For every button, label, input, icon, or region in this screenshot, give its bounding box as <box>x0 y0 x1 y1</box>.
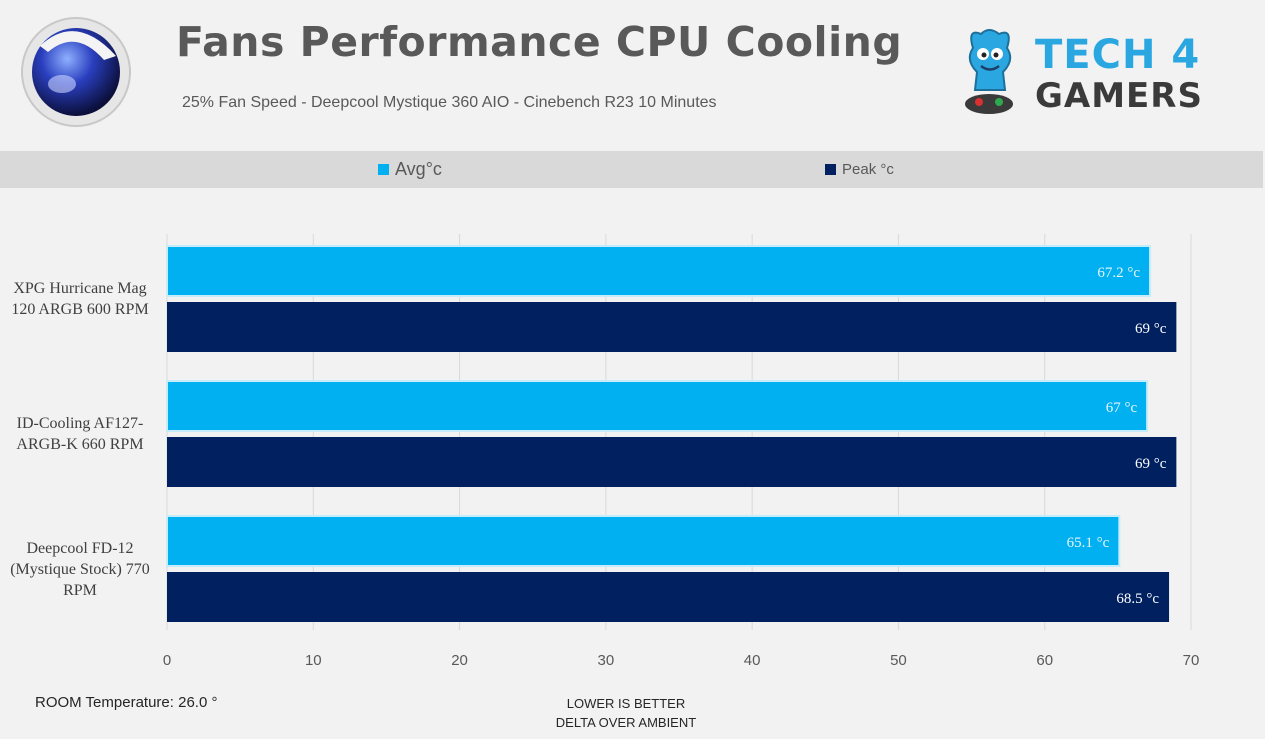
chart-legend: Avg°c Peak °c <box>0 151 1263 188</box>
lower-is-better-note: LOWER IS BETTER <box>566 696 686 711</box>
legend-swatch-avg <box>378 164 389 175</box>
brand-name-line2: GAMERS <box>1035 76 1203 116</box>
x-tick-label: 10 <box>305 652 322 669</box>
tech4gamers-mascot-icon <box>965 29 1013 114</box>
data-label-peak: 68.5 °c <box>1116 591 1159 607</box>
x-tick-label: 0 <box>163 652 171 669</box>
y-category-label: RPM <box>63 581 97 599</box>
chart-subtitle: 25% Fan Speed - Deepcool Mystique 360 AI… <box>182 94 717 111</box>
brand-logo: TECH 4 GAMERS <box>955 26 1225 121</box>
data-label-avg: 65.1 °c <box>1067 535 1110 551</box>
legend-swatch-peak <box>825 164 836 175</box>
legend-label-peak: Peak °c <box>842 161 894 178</box>
legend-item-avg: Avg°c <box>378 151 442 188</box>
x-tick-label: 20 <box>451 652 468 669</box>
chart-header: Fans Performance CPU Cooling 25% Fan Spe… <box>0 0 1265 150</box>
y-category-label: (Mystique Stock) 770 <box>10 560 150 578</box>
bar-peak <box>167 437 1177 487</box>
room-temperature-note: ROOM Temperature: 26.0 ° <box>35 694 218 711</box>
y-category-label: ID-Cooling AF127- <box>16 415 144 432</box>
x-tick-label: 60 <box>1036 652 1053 669</box>
y-category-label: XPG Hurricane Mag <box>13 280 147 297</box>
y-category-label: 120 ARGB 600 RPM <box>11 301 149 318</box>
legend-label-avg: Avg°c <box>395 159 442 179</box>
legend-item-peak: Peak °c <box>825 151 894 188</box>
x-tick-label: 30 <box>598 652 615 669</box>
x-tick-label: 50 <box>890 652 907 669</box>
y-category-label: ARGB-K 660 RPM <box>16 436 144 453</box>
x-tick-label: 70 <box>1183 652 1200 669</box>
data-label-avg: 67.2 °c <box>1097 265 1140 281</box>
bar-avg <box>166 515 1121 567</box>
bar-peak <box>167 302 1177 352</box>
data-label-peak: 69 °c <box>1135 321 1167 337</box>
brand-name-line1: TECH 4 <box>1035 32 1201 78</box>
bar-avg <box>166 245 1152 297</box>
x-tick-label: 40 <box>744 652 761 669</box>
delta-over-ambient-note: DELTA OVER AMBIENT <box>555 715 697 730</box>
cinema4d-logo-icon <box>21 17 131 127</box>
data-label-avg: 67 °c <box>1106 400 1138 416</box>
bar-avg <box>166 380 1149 432</box>
data-label-peak: 69 °c <box>1135 456 1167 472</box>
chart-title: Fans Performance CPU Cooling <box>176 18 903 66</box>
y-category-label: Deepcool FD-12 <box>26 539 134 557</box>
bar-peak <box>167 572 1170 622</box>
